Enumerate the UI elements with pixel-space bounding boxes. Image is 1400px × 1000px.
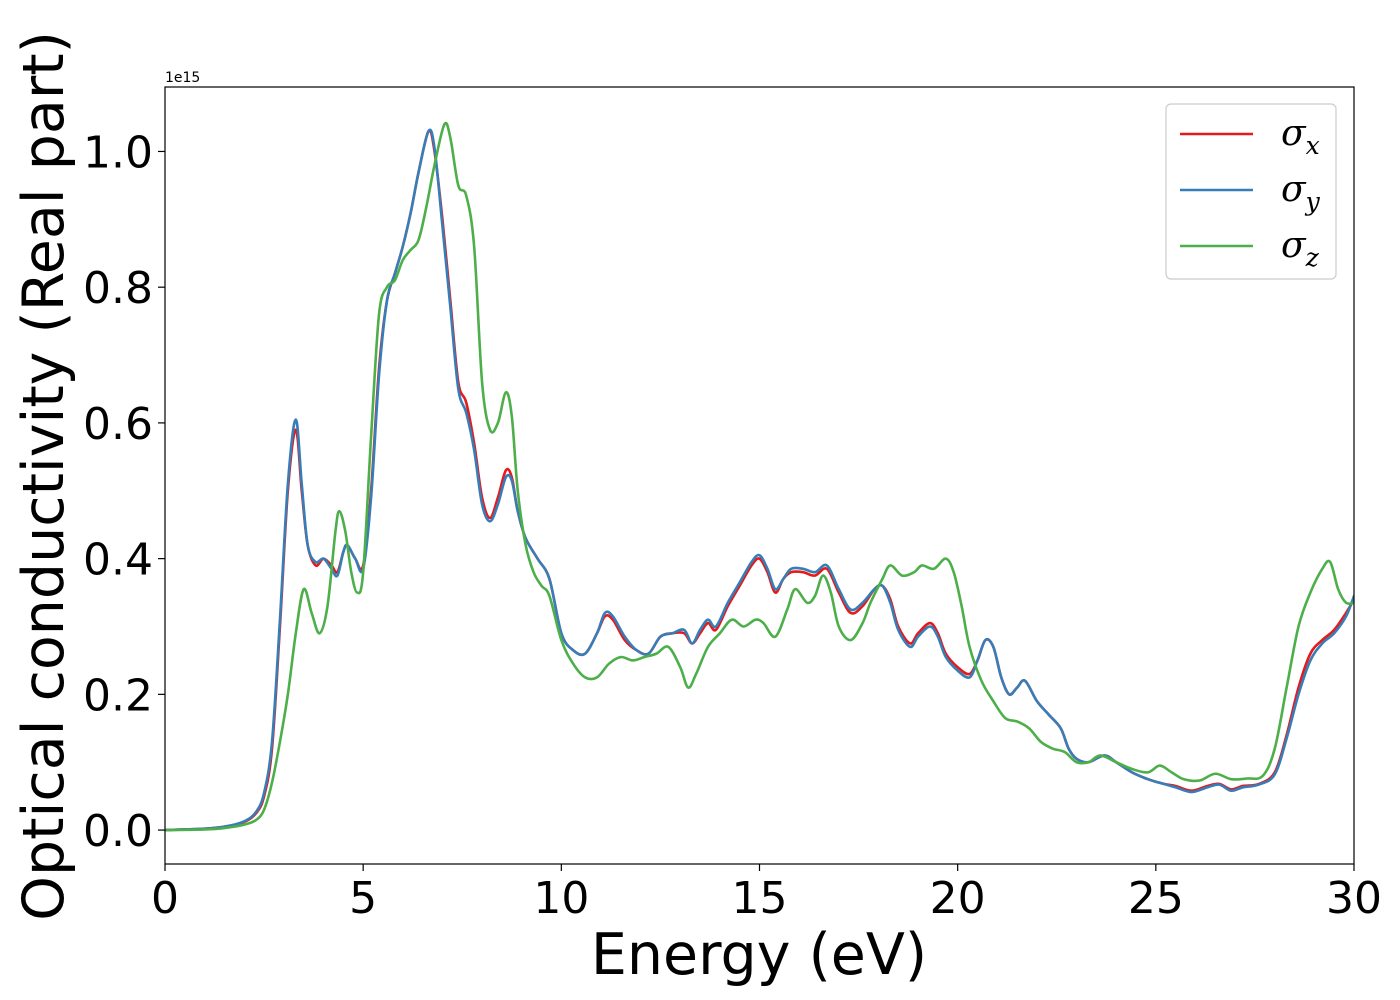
legend-subscript: x [1306, 131, 1320, 160]
legend-label-z: σz [1281, 225, 1320, 272]
y-tick-label: 0.0 [83, 806, 153, 857]
legend-subscript: z [1305, 243, 1320, 272]
y-tick-label: 0.2 [83, 670, 153, 721]
y-axis-title: Optical conductivity (Real part) [11, 31, 77, 921]
x-tick-label: 25 [1128, 873, 1184, 924]
x-tick-label: 0 [151, 873, 179, 924]
series-line-z [165, 121, 1354, 832]
x-tick-label: 20 [930, 873, 986, 924]
y-tick-label: 1.0 [83, 127, 153, 178]
legend-box [1165, 103, 1337, 280]
y-offset-label: 1e15 [165, 70, 200, 86]
legend-symbol: σ [1281, 225, 1307, 266]
y-tick-label: 0.4 [83, 535, 153, 586]
legend-label-y: σy [1281, 169, 1321, 216]
y-axis-ticks: 0.0 0.2 0.4 0.6 0.8 1.0 [83, 127, 165, 857]
y-tick-label: 0.6 [83, 399, 153, 450]
series-layer [165, 121, 1354, 832]
plot-area [165, 87, 1354, 864]
x-tick-label: 30 [1326, 873, 1382, 924]
x-tick-label: 15 [732, 873, 788, 924]
legend-subscript: y [1305, 187, 1321, 216]
y-tick-label: 0.8 [83, 263, 153, 314]
legend-symbol: σ [1281, 113, 1307, 154]
x-axis-ticks: 0 5 10 15 20 25 30 [151, 864, 1382, 924]
x-axis-title: Energy (eV) [591, 922, 927, 988]
legend-symbol: σ [1281, 169, 1307, 210]
x-tick-label: 5 [349, 873, 377, 924]
legend-label-x: σx [1281, 113, 1320, 160]
x-tick-label: 10 [533, 873, 589, 924]
